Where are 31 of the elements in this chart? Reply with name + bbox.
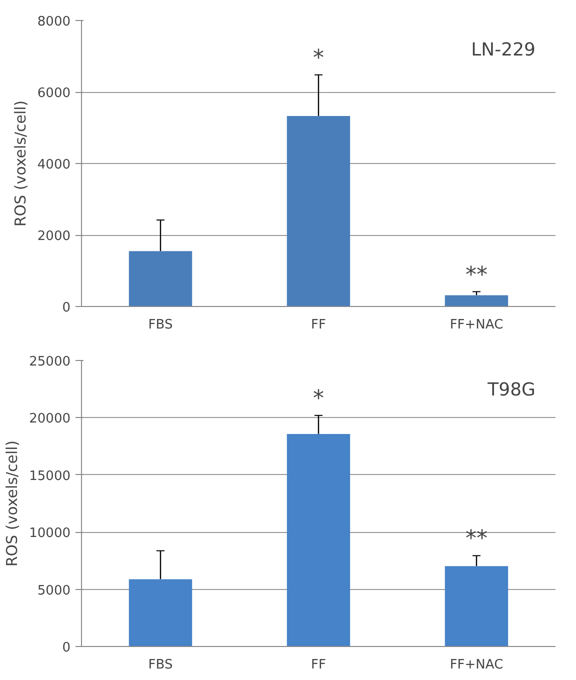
- annotation: *: [313, 386, 324, 412]
- y-axis-title: ROS (voxels/cell): [11, 100, 30, 227]
- text: LN-229: [471, 40, 536, 60]
- y-tick-label: 15000: [29, 468, 71, 484]
- bar: [444, 566, 508, 646]
- x-tick-label: FF: [311, 318, 326, 332]
- bar: [286, 116, 350, 306]
- y-axis-title: ROS (voxels/cell): [3, 440, 22, 567]
- y-tick-label: 2000: [37, 229, 71, 244]
- x-tick-label: FF+NAC: [450, 658, 504, 672]
- bar: [286, 434, 350, 646]
- y-tick-label: 20000: [29, 412, 71, 427]
- text: T98G: [486, 380, 536, 400]
- annotation: *: [313, 46, 324, 71]
- y-tick-label: 10000: [29, 526, 71, 542]
- bar: [128, 579, 192, 646]
- x-tick-label: FBS: [148, 318, 173, 332]
- bar: [128, 251, 192, 306]
- y-tick-label: 4000: [37, 158, 71, 172]
- x-tick-label: FBS: [148, 658, 173, 672]
- annotation: **: [466, 262, 488, 288]
- y-tick-label: 8000: [37, 14, 71, 30]
- annotation: **: [466, 526, 488, 552]
- y-tick-label: 5000: [37, 583, 71, 598]
- x-tick-label: FF+NAC: [450, 318, 504, 332]
- y-tick-label: 0: [62, 640, 71, 656]
- y-tick-label: 0: [62, 300, 71, 316]
- x-tick-label: FF: [311, 658, 326, 672]
- y-tick-label: 6000: [37, 86, 71, 101]
- y-tick-label: 25000: [29, 354, 71, 370]
- bar: [444, 295, 508, 306]
